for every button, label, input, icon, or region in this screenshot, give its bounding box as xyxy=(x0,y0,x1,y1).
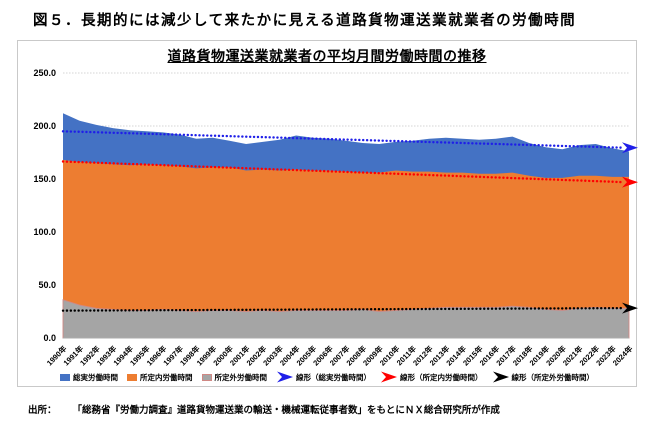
y-tick-label: 50.0 xyxy=(38,280,56,290)
legend-label: 総実労働時間 xyxy=(73,372,118,382)
trendline-total xyxy=(61,130,626,149)
chart-frame: 0.0 50.0 100.0 150.0 200.0 250.0 1990年 1991年 199… xyxy=(17,40,638,387)
trendline-overtime xyxy=(61,306,626,312)
area-scheduled xyxy=(63,159,629,338)
legend-item-scheduled: 所定内労働時間 xyxy=(127,372,193,383)
source-label: 出所： xyxy=(28,405,57,416)
legend-label: 線形（所定内労働時間） xyxy=(400,372,483,382)
legend-swatch-total-icon xyxy=(60,373,70,381)
trendline-scheduled xyxy=(61,160,626,184)
trend-arrow-overtime-icon xyxy=(492,371,509,383)
chart-title: 道路貨物運送業就業者の平均月間労働時間の推移 xyxy=(167,48,487,64)
legend-swatch-scheduled-icon xyxy=(127,373,137,381)
legend-item-total: 総実労働時間 xyxy=(60,372,118,383)
page-title: 図５．長期的には減少して来たかに見える道路貨物運送業就業者の労働時間 xyxy=(33,13,577,29)
legend-label: 線形（総実労働時間） xyxy=(296,372,371,382)
trend-arrow-scheduled-icon xyxy=(381,371,397,383)
legend-label: 所定内労働時間 xyxy=(140,372,193,382)
source-text: 「総務省『労働力調査』道路貨物運送業の輸送・機械運転従事者数」をもとにＮＸ総合研… xyxy=(72,405,500,416)
legend-label: 線形（所定外労働時間） xyxy=(511,372,595,382)
trend-arrow-overtime xyxy=(622,302,638,314)
trend-arrow-total xyxy=(622,142,638,154)
trend-arrow-total-icon xyxy=(277,371,293,383)
chart-canvas: 0.050.0100.0150.0200.0250.01990年1991年199… xyxy=(33,68,638,368)
trend-arrow-scheduled xyxy=(622,176,638,188)
y-tick-label: 250.0 xyxy=(33,68,56,78)
y-tick-label: 100.0 xyxy=(33,227,56,237)
legend-item-trend-overtime: 線形（所定外労働時間） xyxy=(492,371,595,383)
chart-legend: 総実労働時間 所定内労働時間 所定外労働時間 線形（総実労働時間） 線形（所定内労働時間… xyxy=(18,371,636,383)
legend-swatch-overtime-icon xyxy=(201,373,212,381)
y-tick-label: 0.0 xyxy=(43,333,56,343)
source-line: 出所： 「総務省『労働力調査』道路貨物運送業の輸送・機械運転従事者数」をもとにＮＸ… xyxy=(28,402,500,416)
legend-item-overtime: 所定外労働時間 xyxy=(201,372,268,383)
y-tick-label: 200.0 xyxy=(33,121,56,131)
legend-item-trend-scheduled: 線形（所定内労働時間） xyxy=(380,371,483,383)
legend-label: 所定外労働時間 xyxy=(214,372,268,382)
legend-item-trend-total: 線形（総実労働時間） xyxy=(276,371,371,383)
y-tick-label: 150.0 xyxy=(33,174,56,184)
